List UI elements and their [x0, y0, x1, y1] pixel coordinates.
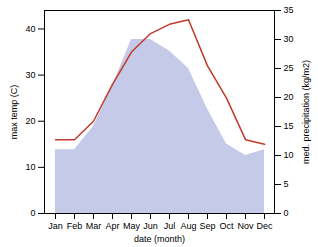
- svg-text:max temp (C): max temp (C): [9, 85, 19, 140]
- svg-text:Jun: Jun: [143, 221, 158, 231]
- svg-text:0: 0: [284, 208, 289, 218]
- svg-text:Mar: Mar: [86, 221, 102, 231]
- svg-text:Jan: Jan: [48, 221, 63, 231]
- svg-text:40: 40: [25, 24, 35, 34]
- svg-text:10: 10: [284, 150, 294, 160]
- svg-text:30: 30: [25, 70, 35, 80]
- svg-text:Nov: Nov: [237, 221, 254, 231]
- svg-text:Oct: Oct: [219, 221, 234, 231]
- svg-text:25: 25: [284, 63, 294, 73]
- svg-text:0: 0: [30, 208, 35, 218]
- svg-text:35: 35: [284, 5, 294, 15]
- svg-text:date (month): date (month): [134, 234, 185, 244]
- svg-text:Aug: Aug: [180, 221, 196, 231]
- svg-text:15: 15: [284, 121, 294, 131]
- svg-text:30: 30: [284, 34, 294, 44]
- svg-text:20: 20: [284, 92, 294, 102]
- svg-text:20: 20: [25, 116, 35, 126]
- svg-text:5: 5: [284, 179, 289, 189]
- svg-text:Jul: Jul: [164, 221, 176, 231]
- svg-text:Apr: Apr: [105, 221, 119, 231]
- svg-text:Feb: Feb: [67, 221, 83, 231]
- svg-text:med. precipitation (kg/m2): med. precipitation (kg/m2): [301, 60, 311, 164]
- svg-text:May: May: [123, 221, 141, 231]
- svg-text:Sep: Sep: [199, 221, 215, 231]
- svg-text:Dec: Dec: [256, 221, 273, 231]
- svg-text:10: 10: [25, 162, 35, 172]
